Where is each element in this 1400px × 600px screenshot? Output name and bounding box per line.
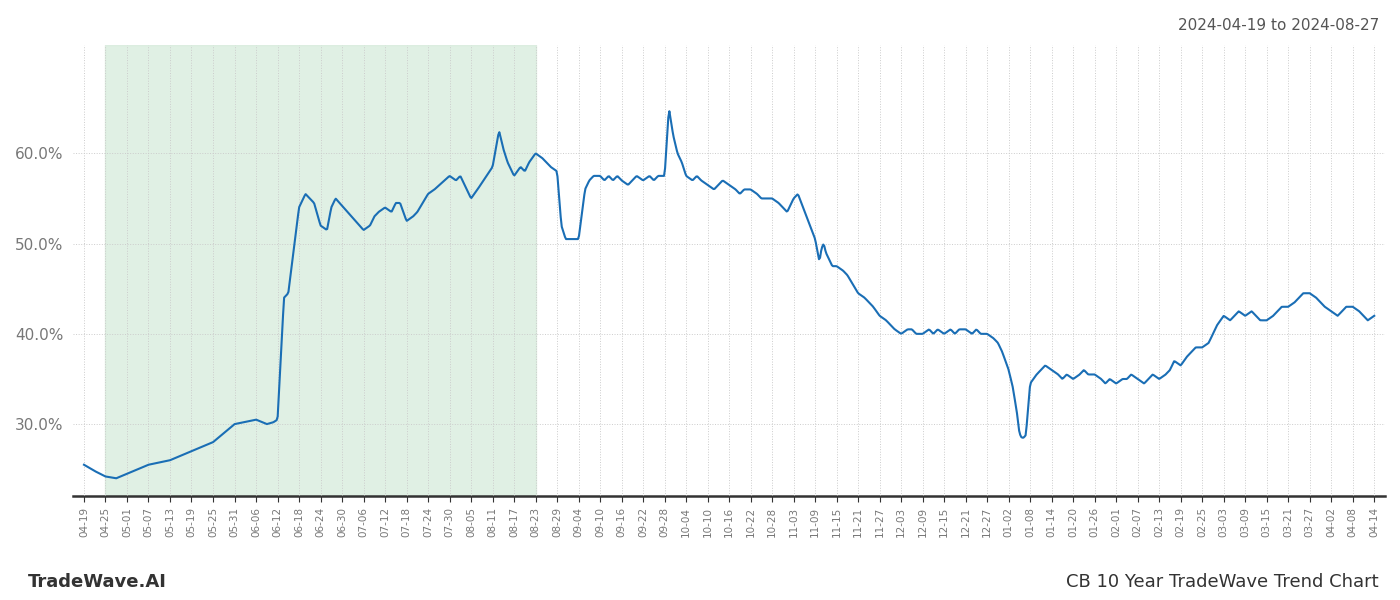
Text: 2024-04-19 to 2024-08-27: 2024-04-19 to 2024-08-27: [1177, 18, 1379, 33]
Text: CB 10 Year TradeWave Trend Chart: CB 10 Year TradeWave Trend Chart: [1067, 573, 1379, 591]
Bar: [105, 45, 536, 496]
Text: TradeWave.AI: TradeWave.AI: [28, 573, 167, 591]
